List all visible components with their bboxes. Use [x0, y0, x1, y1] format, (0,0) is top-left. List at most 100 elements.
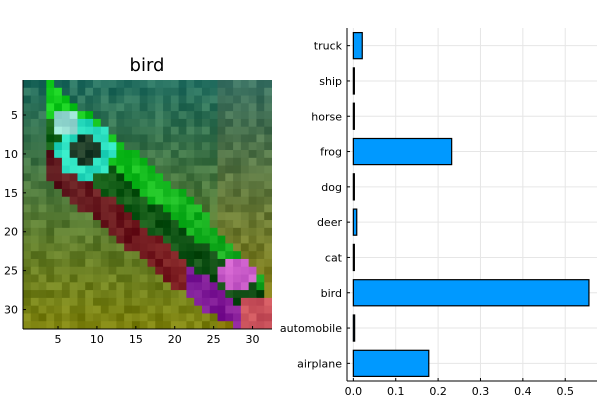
- image-pixel: [139, 243, 148, 252]
- image-pixel: [170, 142, 180, 151]
- image-pixel: [170, 188, 180, 198]
- image-pixel: [155, 111, 164, 120]
- image-pixel: [201, 305, 211, 314]
- image-pixel: [124, 305, 133, 314]
- image-pixel: [61, 321, 71, 329]
- image-pixel: [248, 181, 257, 190]
- image-pixel: [201, 134, 211, 143]
- bar-category-label: ship: [319, 75, 342, 88]
- image-pixel: [186, 134, 195, 143]
- image-pixel: [116, 305, 125, 314]
- image-pixel: [163, 313, 172, 322]
- image-pixel: [46, 173, 55, 182]
- image-pixel: [209, 266, 218, 275]
- image-pixel: [201, 220, 211, 229]
- image-pixel: [194, 150, 203, 159]
- image-x-tick-label: 20: [168, 333, 182, 346]
- image-pixel: [178, 165, 187, 174]
- image-pixel: [46, 290, 55, 299]
- image-pixel: [23, 80, 32, 89]
- image-pixel: [248, 235, 257, 244]
- bar-horse: [352, 102, 355, 130]
- image-pixel: [147, 134, 156, 143]
- bar-category-label: cat: [325, 251, 343, 264]
- image-pixel: [147, 80, 156, 89]
- image-pixel: [248, 251, 257, 260]
- image-pixel: [38, 235, 47, 244]
- image-pixel: [69, 227, 78, 237]
- image-pixel: [30, 227, 39, 237]
- image-pixel: [116, 126, 125, 135]
- image-pixel: [30, 134, 39, 143]
- image-pixel: [54, 305, 63, 314]
- image-pixel: [85, 87, 94, 96]
- image-pixel: [201, 282, 211, 291]
- image-pixel: [108, 220, 117, 229]
- image-pixel: [170, 196, 180, 205]
- image-pixel: [155, 157, 164, 166]
- image-pixel: [178, 188, 187, 198]
- image-pixel: [240, 126, 250, 135]
- image-pixel: [108, 142, 117, 151]
- image-pixel: [256, 103, 265, 112]
- image-pixel: [147, 118, 156, 128]
- image-pixel: [256, 118, 265, 128]
- image-pixel: [77, 134, 86, 143]
- image-pixel: [248, 103, 257, 112]
- image-pixel: [201, 258, 211, 268]
- image-pixel: [233, 204, 242, 213]
- image-pixel: [217, 165, 226, 174]
- image-pixel: [209, 126, 218, 135]
- image-pixel: [100, 266, 109, 275]
- image-pixel: [108, 134, 117, 143]
- image-pixel: [170, 274, 180, 283]
- image-pixel: [116, 243, 125, 252]
- image-pixel: [170, 87, 180, 96]
- image-pixel: [85, 204, 94, 213]
- image-pixel: [116, 118, 125, 128]
- image-y-tick-label: 5: [11, 109, 18, 122]
- image-pixel: [178, 220, 187, 229]
- image-pixel: [108, 266, 117, 275]
- image-pixel: [124, 181, 133, 190]
- image-pixel: [93, 87, 102, 96]
- image-pixel: [155, 103, 164, 112]
- image-pixel: [77, 251, 86, 260]
- image-pixel: [201, 103, 211, 112]
- image-pixel: [240, 235, 250, 244]
- image-pixel: [46, 297, 55, 307]
- image-pixel: [77, 118, 86, 128]
- image-pixel: [77, 196, 86, 205]
- image-pixel: [194, 235, 203, 244]
- image-pixel: [46, 150, 55, 159]
- image-pixel: [240, 157, 250, 166]
- image-pixel: [100, 118, 109, 128]
- image-pixel: [100, 150, 109, 159]
- image-pixel: [108, 235, 117, 244]
- image-pixel: [240, 297, 250, 307]
- image-pixel: [77, 220, 86, 229]
- image-pixel: [100, 181, 109, 190]
- image-pixel: [147, 212, 156, 221]
- image-pixel: [186, 251, 195, 260]
- image-pixel: [217, 321, 226, 329]
- image-pixel: [85, 274, 94, 283]
- image-pixel: [233, 196, 242, 205]
- image-pixel: [194, 297, 203, 307]
- image-pixel: [46, 181, 55, 190]
- image-pixel: [93, 274, 102, 283]
- image-pixel: [61, 142, 71, 151]
- image-pixel: [209, 142, 218, 151]
- image-pixel: [93, 142, 102, 151]
- image-pixel: [54, 243, 63, 252]
- image-pixel: [178, 235, 187, 244]
- image-pixel: [77, 305, 86, 314]
- image-pixel: [186, 87, 195, 96]
- image-pixel: [69, 266, 78, 275]
- image-pixel: [77, 165, 86, 174]
- image-pixel: [38, 313, 47, 322]
- image-y-tick-label: 30: [4, 304, 18, 317]
- image-pixel: [225, 220, 234, 229]
- image-pixel: [23, 150, 32, 159]
- image-pixel: [201, 297, 211, 307]
